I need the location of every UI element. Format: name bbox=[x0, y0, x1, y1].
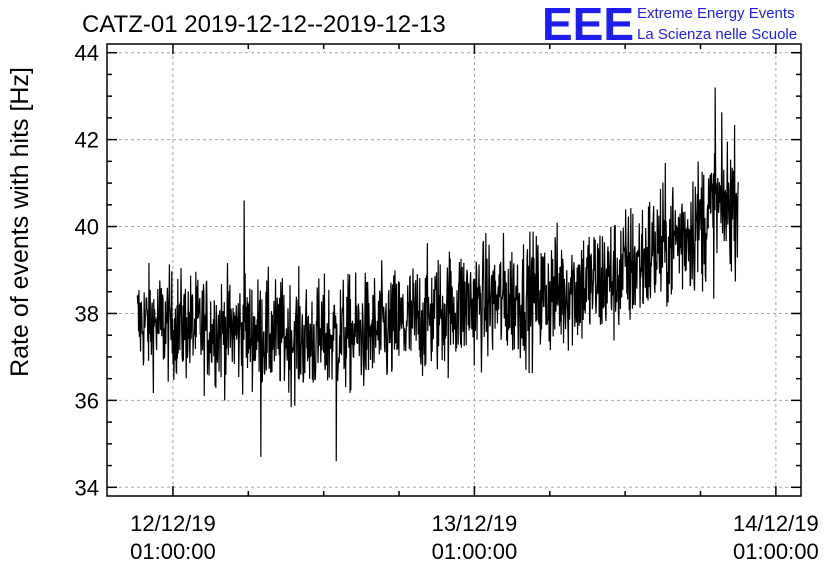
x-tick-time: 01:00:00 bbox=[733, 539, 819, 564]
y-tick-label: 44 bbox=[75, 41, 99, 66]
y-tick-label: 34 bbox=[75, 475, 99, 500]
x-tick-time: 01:00:00 bbox=[130, 539, 216, 564]
series-line bbox=[136, 87, 739, 462]
y-tick-label: 42 bbox=[75, 128, 99, 153]
y-tick-label: 36 bbox=[75, 388, 99, 413]
x-tick-date: 12/12/19 bbox=[130, 511, 216, 536]
y-axis-label: Rate of events with hits [Hz] bbox=[6, 67, 34, 377]
logo-line-1: Extreme Energy Events bbox=[637, 5, 795, 22]
chart-title: CATZ-01 2019-12-12--2019-12-13 bbox=[82, 11, 446, 38]
x-tick-date: 14/12/19 bbox=[733, 511, 819, 536]
x-tick-time: 01:00:00 bbox=[432, 539, 518, 564]
axes-ticks bbox=[107, 44, 801, 496]
plot-frame bbox=[106, 43, 802, 497]
x-tick-date: 13/12/19 bbox=[432, 511, 518, 536]
eee-logo: EEE Extreme Energy Events La Scienza nel… bbox=[542, 0, 797, 50]
data-series bbox=[136, 87, 739, 462]
y-tick-label: 40 bbox=[75, 215, 99, 240]
y-tick-label: 38 bbox=[75, 301, 99, 326]
grid bbox=[107, 44, 801, 496]
logo-mark: EEE bbox=[542, 0, 634, 50]
tick-labels: 34 36 38 40 42 44 12/12/19 01:00:00 13/12/19 01:0… bbox=[75, 41, 819, 564]
logo-line-2: La Scienza nelle Scuole bbox=[637, 26, 797, 43]
